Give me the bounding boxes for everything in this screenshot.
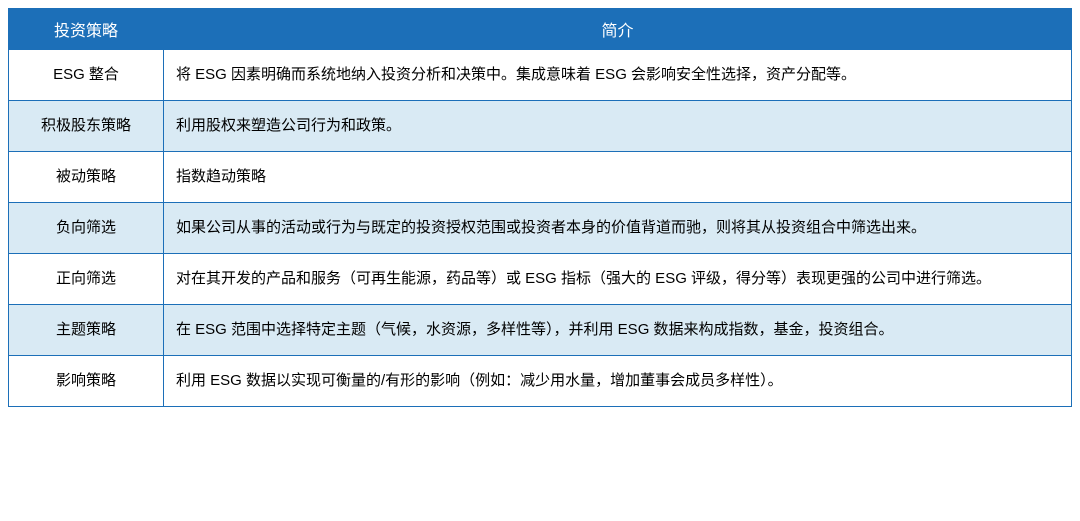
cell-strategy: 被动策略	[9, 152, 164, 203]
table-row: 主题策略 在 ESG 范围中选择特定主题（气候，水资源，多样性等），并利用 ES…	[9, 305, 1072, 356]
cell-strategy: 主题策略	[9, 305, 164, 356]
cell-strategy: ESG 整合	[9, 50, 164, 101]
cell-desc: 利用股权来塑造公司行为和政策。	[164, 101, 1072, 152]
table-row: 积极股东策略 利用股权来塑造公司行为和政策。	[9, 101, 1072, 152]
table-row: 负向筛选 如果公司从事的活动或行为与既定的投资授权范围或投资者本身的价值背道而驰…	[9, 203, 1072, 254]
table-row: ESG 整合 将 ESG 因素明确而系统地纳入投资分析和决策中。集成意味着 ES…	[9, 50, 1072, 101]
cell-strategy: 影响策略	[9, 356, 164, 407]
cell-desc: 如果公司从事的活动或行为与既定的投资授权范围或投资者本身的价值背道而驰，则将其从…	[164, 203, 1072, 254]
cell-strategy: 负向筛选	[9, 203, 164, 254]
cell-desc: 指数趋动策略	[164, 152, 1072, 203]
table-row: 被动策略 指数趋动策略	[9, 152, 1072, 203]
header-desc: 简介	[164, 9, 1072, 50]
cell-desc: 对在其开发的产品和服务（可再生能源，药品等）或 ESG 指标（强大的 ESG 评…	[164, 254, 1072, 305]
cell-desc: 利用 ESG 数据以实现可衡量的/有形的影响（例如：减少用水量，增加董事会成员多…	[164, 356, 1072, 407]
cell-strategy: 正向筛选	[9, 254, 164, 305]
table-row: 正向筛选 对在其开发的产品和服务（可再生能源，药品等）或 ESG 指标（强大的 …	[9, 254, 1072, 305]
header-strategy: 投资策略	[9, 9, 164, 50]
cell-strategy: 积极股东策略	[9, 101, 164, 152]
cell-desc: 在 ESG 范围中选择特定主题（气候，水资源，多样性等），并利用 ESG 数据来…	[164, 305, 1072, 356]
table-header: 投资策略 简介	[9, 9, 1072, 50]
table-row: 影响策略 利用 ESG 数据以实现可衡量的/有形的影响（例如：减少用水量，增加董…	[9, 356, 1072, 407]
esg-strategy-table: 投资策略 简介 ESG 整合 将 ESG 因素明确而系统地纳入投资分析和决策中。…	[8, 8, 1072, 407]
cell-desc: 将 ESG 因素明确而系统地纳入投资分析和决策中。集成意味着 ESG 会影响安全…	[164, 50, 1072, 101]
table-body: ESG 整合 将 ESG 因素明确而系统地纳入投资分析和决策中。集成意味着 ES…	[9, 50, 1072, 407]
